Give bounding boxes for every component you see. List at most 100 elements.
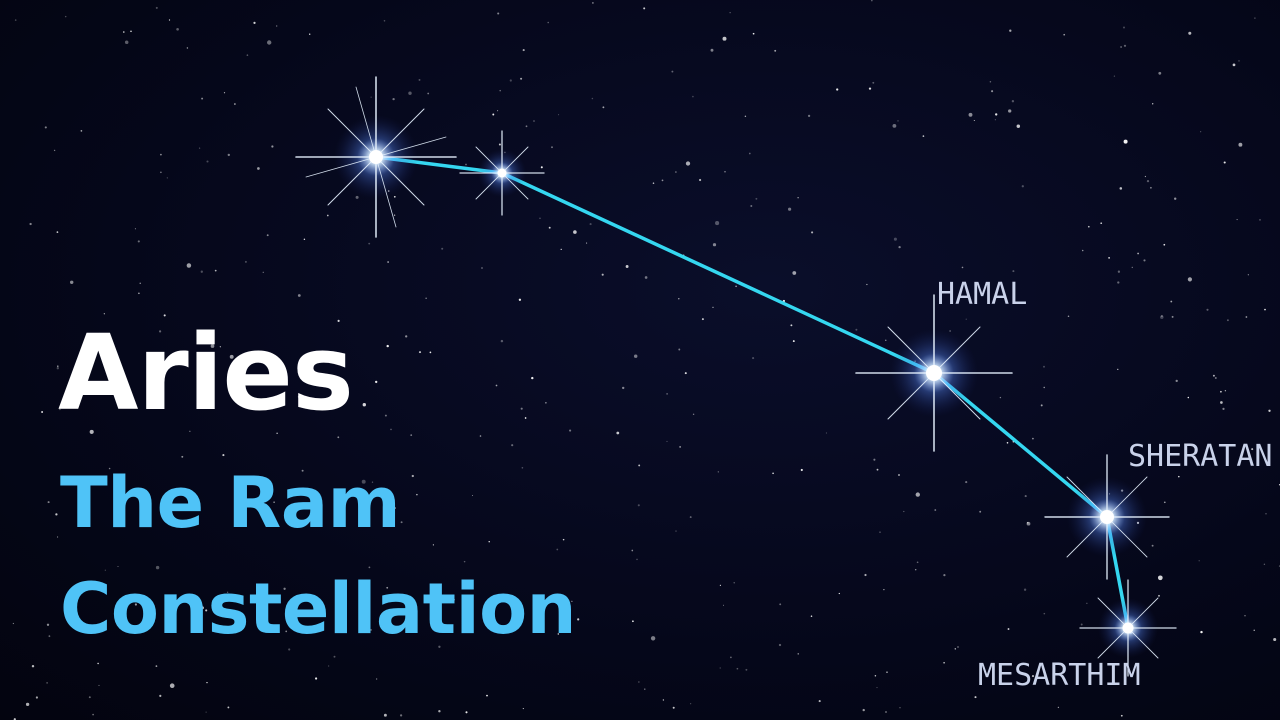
background-star <box>1251 448 1254 451</box>
background-star <box>1119 187 1123 190</box>
background-star <box>1086 602 1088 604</box>
background-star <box>752 357 755 360</box>
background-star <box>710 48 714 52</box>
background-star <box>531 376 534 380</box>
background-star <box>868 87 872 90</box>
background-star <box>427 92 430 95</box>
background-star <box>253 21 256 25</box>
background-star <box>134 603 137 606</box>
background-star <box>1224 390 1227 392</box>
background-star <box>1158 71 1162 75</box>
background-star <box>876 468 879 471</box>
background-star <box>497 12 500 15</box>
background-star <box>399 714 403 717</box>
background-star <box>57 536 59 538</box>
background-star <box>949 330 951 332</box>
background-star <box>524 417 527 419</box>
background-star <box>1113 75 1116 77</box>
background-star <box>643 7 646 10</box>
background-star <box>633 354 638 358</box>
background-star <box>661 179 664 182</box>
background-star <box>685 161 691 166</box>
background-star <box>301 469 304 472</box>
background-star <box>790 324 793 327</box>
star-mesarthim <box>1079 579 1177 677</box>
background-star <box>181 455 184 458</box>
background-star <box>48 635 51 638</box>
background-star <box>1220 401 1223 404</box>
background-star <box>163 314 166 317</box>
background-star <box>1226 319 1229 322</box>
background-star <box>337 625 339 627</box>
background-star <box>438 645 441 648</box>
background-star <box>979 510 982 513</box>
background-star <box>733 582 735 584</box>
background-star <box>1220 390 1222 393</box>
background-star <box>1123 44 1127 47</box>
background-star <box>556 548 559 551</box>
background-star <box>1117 281 1120 284</box>
background-star <box>571 600 573 602</box>
background-star <box>453 598 455 601</box>
background-star <box>89 429 94 434</box>
background-star <box>222 454 225 457</box>
background-star <box>1163 243 1166 246</box>
background-star <box>1198 560 1200 562</box>
background-star <box>1187 396 1190 399</box>
background-star <box>551 146 553 149</box>
background-star <box>386 586 389 589</box>
background-star <box>361 479 366 484</box>
background-star <box>276 25 278 27</box>
background-star <box>155 665 158 667</box>
background-star <box>53 149 56 152</box>
background-star <box>678 348 681 351</box>
background-star <box>283 587 286 590</box>
background-star <box>521 466 524 469</box>
background-star <box>441 247 444 250</box>
background-star <box>818 700 821 703</box>
background-star <box>92 713 94 716</box>
background-star <box>1008 109 1012 113</box>
background-star <box>792 271 797 275</box>
background-star <box>408 91 412 95</box>
background-star <box>539 217 541 219</box>
background-star <box>160 171 162 174</box>
background-star <box>678 297 680 300</box>
background-star <box>522 708 524 710</box>
background-star <box>690 703 692 705</box>
background-star <box>257 167 260 170</box>
background-star <box>897 473 901 477</box>
background-star <box>1238 60 1240 62</box>
background-star <box>662 699 665 701</box>
background-star <box>463 560 466 563</box>
background-star <box>57 365 59 367</box>
background-star <box>934 509 937 511</box>
star-2 <box>459 130 545 216</box>
background-star <box>223 92 226 94</box>
background-star <box>205 609 208 612</box>
background-star <box>520 617 522 620</box>
background-star <box>383 20 386 22</box>
background-star <box>1174 197 1177 200</box>
background-star <box>130 30 132 33</box>
background-star <box>29 222 32 226</box>
background-star <box>965 481 968 484</box>
background-star <box>692 95 694 98</box>
background-star <box>772 472 774 475</box>
background-star <box>1131 266 1134 269</box>
background-star <box>438 710 441 713</box>
background-star <box>273 501 275 503</box>
background-star <box>393 214 396 216</box>
background-star <box>160 153 162 156</box>
background-star <box>586 242 588 244</box>
background-star <box>375 380 378 384</box>
background-star <box>511 444 514 447</box>
background-star <box>262 271 264 273</box>
background-star <box>405 335 408 338</box>
background-star <box>562 538 565 541</box>
background-star <box>1265 513 1267 515</box>
background-star <box>168 19 171 21</box>
background-star <box>991 90 994 93</box>
background-star <box>139 282 141 284</box>
